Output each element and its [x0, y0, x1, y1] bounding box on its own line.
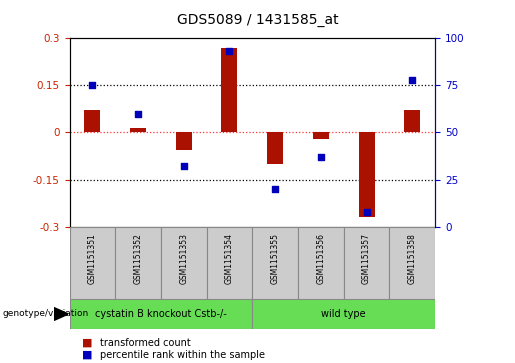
Text: GSM1151351: GSM1151351	[88, 233, 97, 284]
Bar	[207, 227, 252, 299]
Text: GSM1151358: GSM1151358	[408, 233, 417, 284]
Bar	[252, 227, 298, 299]
Text: GSM1151354: GSM1151354	[225, 233, 234, 284]
Text: wild type: wild type	[321, 309, 366, 319]
Text: ■: ■	[82, 338, 93, 348]
Point	[317, 154, 325, 160]
Bar	[130, 128, 146, 132]
Text: GSM1151355: GSM1151355	[271, 233, 280, 284]
Bar	[84, 110, 100, 132]
Point	[180, 164, 188, 170]
Point	[408, 77, 417, 82]
Text: ■: ■	[82, 350, 93, 360]
Bar	[298, 227, 344, 299]
Bar	[404, 110, 420, 132]
Point	[134, 111, 142, 117]
Text: GDS5089 / 1431585_at: GDS5089 / 1431585_at	[177, 13, 338, 27]
Text: GSM1151357: GSM1151357	[362, 233, 371, 284]
Text: GSM1151356: GSM1151356	[316, 233, 325, 284]
Bar	[267, 132, 283, 164]
Point	[363, 209, 371, 215]
Bar	[70, 299, 252, 329]
Point	[88, 82, 96, 88]
Point	[271, 186, 279, 192]
Bar	[221, 48, 237, 132]
Bar	[389, 227, 435, 299]
Text: GSM1151353: GSM1151353	[179, 233, 188, 284]
Text: percentile rank within the sample: percentile rank within the sample	[100, 350, 265, 360]
Bar	[176, 132, 192, 150]
Bar	[70, 227, 115, 299]
Bar	[344, 227, 389, 299]
Bar	[161, 227, 207, 299]
Bar	[313, 132, 329, 139]
Polygon shape	[54, 307, 68, 321]
Text: transformed count: transformed count	[100, 338, 191, 348]
Point	[226, 48, 234, 54]
Bar	[252, 299, 435, 329]
Bar	[115, 227, 161, 299]
Text: cystatin B knockout Cstb-/-: cystatin B knockout Cstb-/-	[95, 309, 227, 319]
Bar	[358, 132, 374, 217]
Text: GSM1151352: GSM1151352	[133, 233, 143, 284]
Text: genotype/variation: genotype/variation	[3, 310, 89, 318]
